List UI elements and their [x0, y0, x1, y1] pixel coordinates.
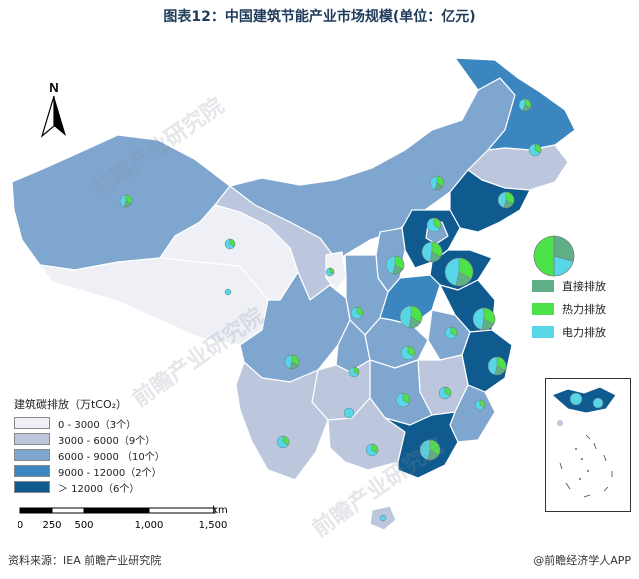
pie-legend-label: 电力排放	[562, 326, 606, 339]
pie-legend: 直接排放 热力排放 电力排放	[532, 276, 606, 345]
pie-legend-swatch	[532, 280, 554, 292]
region-ningxia	[325, 251, 347, 291]
legend-class: ＞ 12000（6个）	[14, 479, 214, 495]
chart-title: 图表12：中国建筑节能产业市场规模(单位：亿元)	[163, 9, 476, 25]
legend-class: 0 - 3000（3个）	[14, 415, 214, 431]
legend-swatch	[14, 417, 50, 429]
north-arrow-icon: N	[40, 80, 66, 138]
brand-label: @前瞻经济学人APP	[533, 554, 631, 567]
legend-swatch	[14, 433, 50, 445]
scale-tick: 1,500	[199, 520, 228, 531]
pie-legend-swatch	[532, 326, 554, 338]
pie-legend-swatch	[532, 303, 554, 315]
legend-class-label: ＞ 12000（6个）	[58, 483, 140, 495]
pie-legend-label: 直接排放	[562, 280, 606, 293]
legend-swatch	[14, 465, 50, 477]
legend-swatch	[14, 449, 50, 461]
south-china-sea-inset	[545, 378, 631, 512]
legend-class: 9000 - 12000（2个）	[14, 463, 214, 479]
scale-tick: 0	[18, 520, 23, 531]
legend-class: 6000 - 9000 （10个）	[14, 447, 214, 463]
legend-class-label: 6000 - 9000 （10个）	[58, 451, 165, 463]
scale-unit: km	[212, 505, 228, 516]
source-note: 资料来源：IEA 前瞻产业研究院	[8, 554, 162, 567]
legend-title: 建筑碳排放（万tCO₂）	[14, 398, 128, 411]
pie-legend-label: 热力排放	[562, 303, 606, 316]
pie-legend-item: 直接排放	[532, 276, 606, 296]
scale-tick: 1,000	[135, 520, 164, 531]
choropleth-legend: 建筑碳排放（万tCO₂） 0 - 3000（3个） 3000 - 6000（9个…	[14, 396, 214, 495]
scale-tick: 250	[42, 520, 61, 531]
region-yunnan	[235, 361, 329, 481]
pie-legend-item: 电力排放	[532, 322, 606, 342]
pie-legend-item: 热力排放	[532, 299, 606, 319]
legend-class-label: 3000 - 6000（9个）	[58, 435, 156, 447]
province-pies	[119, 98, 542, 522]
region-liaoning	[449, 169, 531, 233]
legend-class: 3000 - 6000（9个）	[14, 431, 214, 447]
scale-bar: km 0 250 500 1,000 1,500	[18, 505, 228, 531]
legend-pie	[533, 235, 575, 277]
scale-tick: 500	[74, 520, 93, 531]
legend-swatch	[14, 481, 50, 493]
legend-class-label: 9000 - 12000（2个）	[58, 467, 162, 479]
north-label: N	[49, 80, 58, 95]
legend-class-label: 0 - 3000（3个）	[58, 419, 137, 431]
